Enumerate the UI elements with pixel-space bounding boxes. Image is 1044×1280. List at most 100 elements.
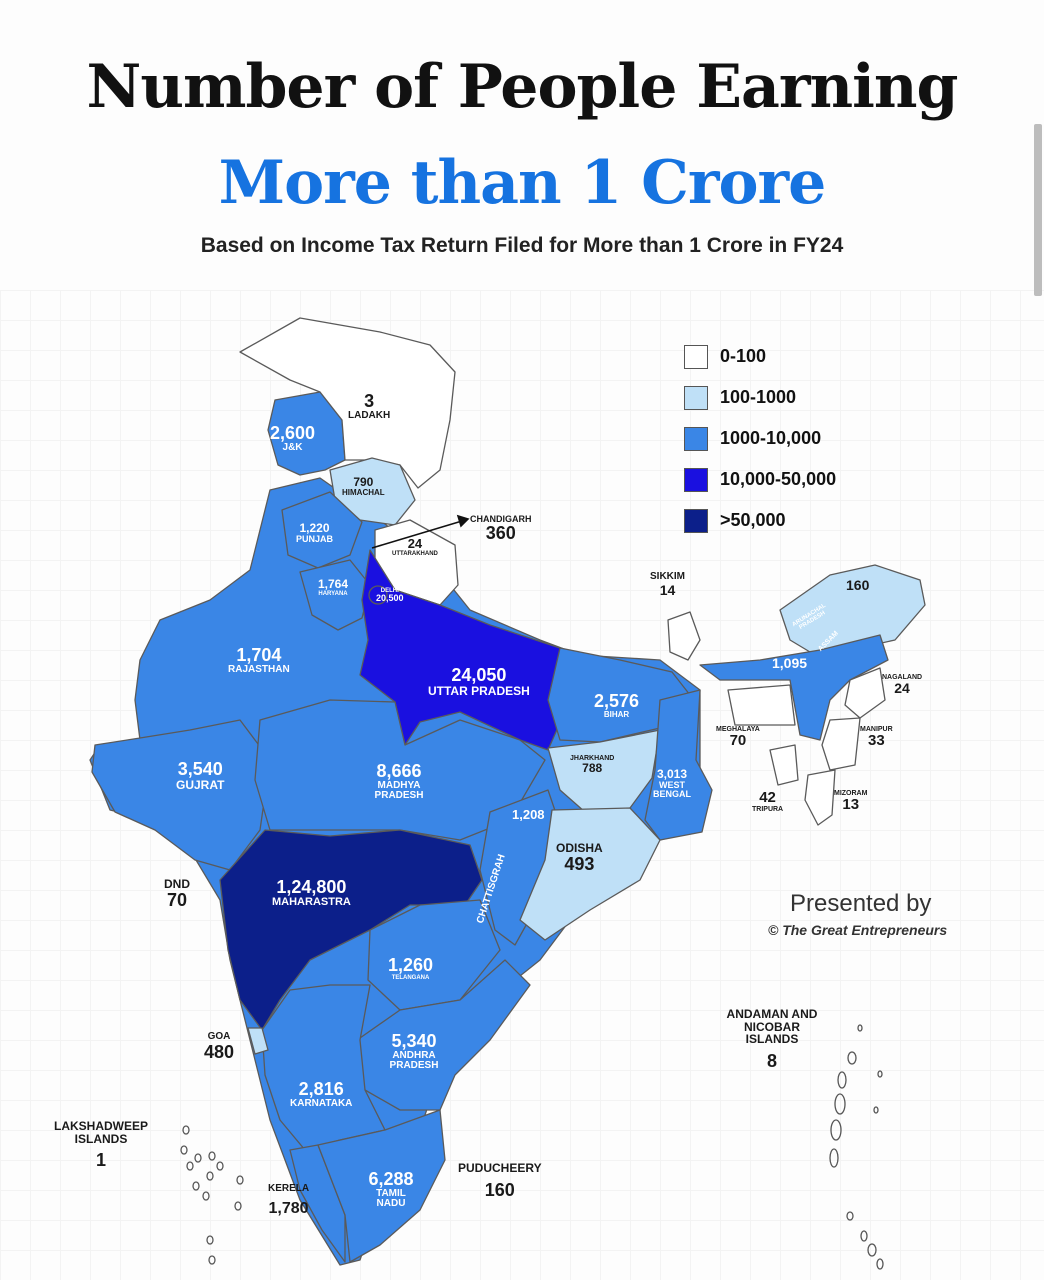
region-delhi xyxy=(368,585,388,605)
region-tamil-nadu xyxy=(317,1109,446,1263)
label-gujarat: 3,540 GUJRAT xyxy=(176,760,224,791)
value: 1,24,800 xyxy=(276,877,347,897)
legend-swatch xyxy=(684,385,708,410)
lakshadweep-island-dots xyxy=(180,1125,244,1265)
label-andaman: ANDAMAN AND NICOBAR ISLANDS 8 xyxy=(718,1008,826,1071)
legend-swatch xyxy=(684,344,708,369)
legend-label: 0-100 xyxy=(720,346,767,366)
name: KARNATAKA xyxy=(290,1097,353,1109)
region-punjab xyxy=(281,491,363,569)
name: MEGHALAYA xyxy=(716,726,760,733)
label-kerala: KERELA 1,780 xyxy=(268,1183,309,1217)
legend-item: >50,000 xyxy=(684,500,836,541)
label-west-bengal: 3,013 WEST BENGAL xyxy=(644,768,700,799)
label-jk: 2,600 J&K xyxy=(270,424,315,453)
scrollbar[interactable] xyxy=(1034,124,1042,296)
region-tripura xyxy=(769,744,799,786)
region-assam xyxy=(699,634,889,741)
label-tripura: 42 TRIPURA xyxy=(752,790,783,813)
value: 3 xyxy=(364,391,375,411)
name: BIHAR xyxy=(603,709,630,719)
page-subtitle: More than 1 Crore xyxy=(218,148,827,218)
region-manipur xyxy=(821,717,861,771)
value: 3,540 xyxy=(177,759,223,779)
name: TRIPURA xyxy=(752,805,784,813)
value: 1,208 xyxy=(512,807,545,822)
legend-swatch xyxy=(684,426,708,451)
value: 24 xyxy=(407,536,423,551)
value: 2,816 xyxy=(298,1079,344,1099)
andaman-island-dots xyxy=(829,1024,884,1270)
label-madhya-pradesh: 8,666 MADHYA PRADESH xyxy=(364,762,434,802)
presented-by: Presented by xyxy=(790,890,932,917)
name: NAGALAND xyxy=(882,674,923,681)
legend-item: 100-1000 xyxy=(684,377,836,418)
label-arunachal: 160 xyxy=(846,578,869,593)
name: GUJRAT xyxy=(176,777,225,792)
label-telangana: 1,260 TELANGANA xyxy=(388,956,433,981)
name: PUNJAB xyxy=(296,533,334,544)
legend-swatch xyxy=(684,467,708,492)
name: UTTAR PRADESH xyxy=(428,683,530,698)
label-uttarakhand: 24 UTTARAKHAND xyxy=(392,537,438,557)
value: 1,260 xyxy=(388,955,434,975)
value: 14 xyxy=(659,581,676,598)
name: LAKSHADWEEP ISLANDS xyxy=(53,1119,148,1146)
region-jharkhand xyxy=(547,729,661,813)
chandigarh-arrow xyxy=(371,514,470,549)
name: LADAKH xyxy=(348,409,391,421)
label-odisha: ODISHA 493 xyxy=(556,842,603,873)
name: CHANDIGARH xyxy=(470,514,532,524)
label-ladakh: 3 LADAKH xyxy=(348,392,390,421)
value: 493 xyxy=(564,853,595,874)
label-goa: GOA 480 xyxy=(204,1031,234,1061)
legend-label: 1000-10,000 xyxy=(720,428,822,448)
label-andhra-pradesh: 5,340 ANDHRA PRADESH xyxy=(382,1032,446,1072)
label-chhattisgarh-value: 1,208 xyxy=(512,808,545,822)
value: 6,288 xyxy=(368,1169,414,1189)
name: ODISHA xyxy=(556,841,603,855)
region-goa xyxy=(247,1027,269,1055)
name: TELANGANA xyxy=(391,974,430,981)
name: ANDHRA PRADESH xyxy=(389,1049,439,1072)
region-ladakh xyxy=(239,317,456,489)
region-maharashtra xyxy=(219,829,483,1031)
name: WEST BENGAL xyxy=(653,779,691,800)
page-title: Number of People Earning xyxy=(86,52,958,122)
label-assam: 1,095 xyxy=(772,656,807,671)
name: ANDAMAN AND NICOBAR ISLANDS xyxy=(726,1007,818,1047)
label-puducherry: PUDUCHEERY 160 xyxy=(458,1162,542,1199)
region-west-bengal xyxy=(644,689,713,841)
name: SIKKIM xyxy=(650,571,685,582)
label-lakshadweep: LAKSHADWEEP ISLANDS 1 xyxy=(46,1120,156,1170)
label-punjab: 1,220 PUNJAB xyxy=(296,522,333,544)
value: 1,764 xyxy=(318,577,349,591)
label-sikkim: SIKKIM 14 xyxy=(650,571,685,598)
label-haryana: 1,764 HARYANA xyxy=(318,578,348,597)
name: MAHARASTRA xyxy=(272,895,351,908)
value: 790 xyxy=(353,475,374,489)
label-jharkhand: JHARKHAND 788 xyxy=(570,755,614,775)
value: 8,666 xyxy=(376,761,422,781)
label-chandigarh: CHANDIGARH 360 xyxy=(470,514,532,543)
legend-item: 0-100 xyxy=(684,336,836,377)
legend-label: 10,000-50,000 xyxy=(720,469,837,489)
name: MADHYA PRADESH xyxy=(374,779,424,802)
region-karnataka xyxy=(261,984,386,1151)
region-telangana xyxy=(367,899,501,1011)
value: 2,576 xyxy=(594,691,640,711)
value: 70 xyxy=(729,732,747,750)
region-madhya-pradesh xyxy=(254,699,546,841)
value: 1 xyxy=(95,1150,106,1171)
value: 8 xyxy=(766,1050,777,1071)
label-rajasthan: 1,704 RAJASTHAN xyxy=(228,646,290,675)
region-haryana xyxy=(299,559,371,631)
value: 13 xyxy=(842,796,860,814)
name: HIMACHAL xyxy=(342,487,385,497)
region-gujarat xyxy=(91,719,271,871)
value: 24,050 xyxy=(451,665,507,685)
credit: © The Great Entrepreneurs xyxy=(768,922,948,938)
label-himachal: 790 HIMACHAL xyxy=(342,476,385,497)
region-odisha xyxy=(519,807,661,941)
label-mizoram: MIZORAM 13 xyxy=(834,790,867,813)
